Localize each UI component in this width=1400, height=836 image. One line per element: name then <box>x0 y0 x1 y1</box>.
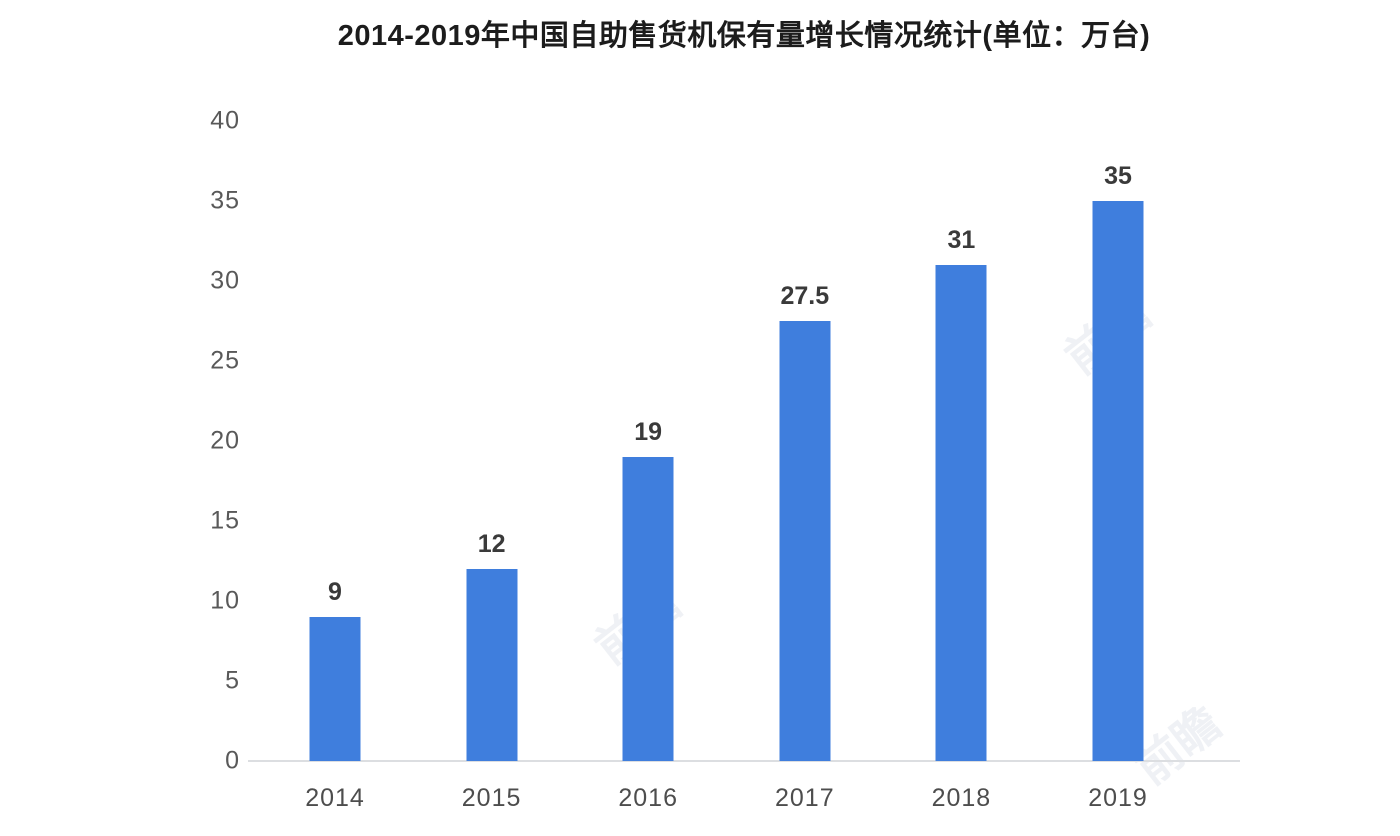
data-label-2015: 12 <box>477 530 506 558</box>
x-axis-label-2015: 2015 <box>461 784 522 812</box>
y-axis-tick-label-5: 5 <box>225 666 240 695</box>
y-axis-tick-label-15: 15 <box>210 506 240 535</box>
bar-2014 <box>309 617 361 761</box>
bar-2019 <box>1092 201 1144 761</box>
y-axis-tick-label-35: 35 <box>210 186 240 215</box>
data-label-2018: 31 <box>947 226 976 254</box>
y-axis-tick-label-40: 40 <box>210 106 240 135</box>
data-label-2019: 35 <box>1104 162 1132 190</box>
data-label-2014: 9 <box>328 578 342 606</box>
x-axis-label-2018: 2018 <box>931 784 992 812</box>
y-axis-tick-label-20: 20 <box>210 426 240 455</box>
bar-2018 <box>935 265 987 761</box>
x-axis-label-2014: 2014 <box>305 784 365 812</box>
data-label-2016: 19 <box>634 418 663 446</box>
y-axis-tick-label-0: 0 <box>225 746 240 775</box>
x-axis-label-2019: 2019 <box>1088 784 1148 812</box>
chart-title: 2014-2019年中国自助售货机保有量增长情况统计(单位：万台) <box>337 20 1151 52</box>
y-axis-tick-label-10: 10 <box>210 586 240 615</box>
x-axis-line <box>248 760 1240 762</box>
x-axis-label-2016: 2016 <box>618 784 678 812</box>
bar-2017 <box>779 321 831 761</box>
y-axis-tick-label-25: 25 <box>210 346 240 375</box>
y-axis-tick-label-30: 30 <box>210 266 240 295</box>
data-label-2017: 27.5 <box>780 282 830 310</box>
bar-2015 <box>466 569 518 761</box>
bar-2016 <box>622 457 674 761</box>
x-axis-label-2017: 2017 <box>774 784 835 812</box>
